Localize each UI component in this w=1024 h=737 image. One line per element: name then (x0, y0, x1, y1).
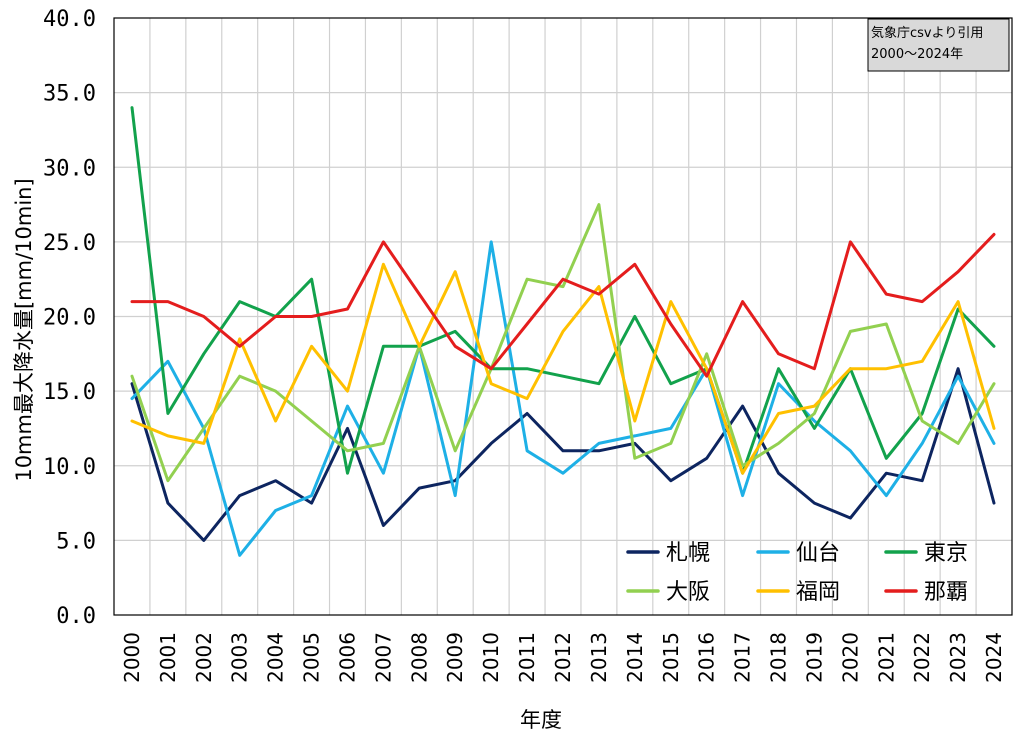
y-tick-label: 30.0 (43, 156, 96, 181)
x-tick-label: 2023 (946, 632, 970, 683)
source-note-line-1: 気象庁csvより引用 (871, 25, 983, 41)
series-line-札幌 (130, 367, 996, 542)
x-tick-label: 2007 (371, 632, 395, 683)
plot-area-border (113, 17, 1013, 616)
x-tick-label: 2009 (443, 632, 467, 683)
x-tick-label: 2013 (587, 632, 611, 683)
source-note: 気象庁csvより引用 2000〜2024年 (867, 18, 1010, 72)
x-tick-label: 2008 (407, 632, 431, 683)
legend-label: 仙台 (796, 541, 840, 566)
x-tick-label: 2004 (264, 632, 288, 683)
x-tick-label: 2021 (874, 632, 898, 683)
x-tick-label: 2015 (659, 632, 683, 683)
x-tick-label: 2005 (300, 632, 324, 683)
x-tick-label: 2014 (623, 632, 647, 683)
source-note-box (867, 18, 1010, 72)
series-line-大阪 (130, 203, 996, 483)
x-tick-label: 2000 (120, 632, 144, 683)
y-tick-label: 35.0 (43, 82, 96, 107)
x-tick-label: 2006 (335, 632, 359, 683)
y-tick-label: 20.0 (43, 306, 96, 331)
legend-label: 福岡 (796, 580, 840, 605)
x-tick-label: 2016 (695, 632, 719, 683)
x-tick-label: 2001 (156, 632, 180, 683)
x-tick-label: 2010 (479, 632, 503, 683)
x-tick-label: 2011 (515, 632, 539, 683)
x-tick-label: 2018 (767, 632, 791, 683)
y-axis-title: 10mm最大降水量[mm/10min] (12, 178, 36, 481)
x-axis-title: 年度 (520, 708, 562, 732)
x-tick-label: 2019 (802, 632, 826, 683)
x-tick-label: 2003 (228, 632, 252, 683)
y-tick-label: 5.0 (56, 529, 96, 554)
legend-label: 那覇 (924, 580, 968, 605)
x-tick-label: 2002 (192, 632, 216, 683)
series-line-福岡 (130, 262, 996, 475)
x-tick-label: 2022 (910, 632, 934, 683)
y-tick-label: 0.0 (56, 604, 96, 629)
source-note-line-2: 2000〜2024年 (871, 47, 963, 62)
series-lines (130, 106, 996, 557)
x-tick-label: 2017 (731, 632, 755, 683)
series-line-仙台 (130, 240, 996, 557)
y-tick-label: 40.0 (43, 7, 96, 32)
x-axis-tick-labels: 2000 2001 2002 2003 2004 2005 2006 2007 2008 2009… (120, 632, 1006, 683)
y-tick-label: 15.0 (43, 380, 96, 405)
y-axis-tick-labels: 0.0 5.0 10.0 15.0 20.0 25.0 30.0 35.0 40.0 (43, 7, 96, 629)
legend-label: 東京 (924, 541, 968, 566)
legend-label: 大阪 (666, 580, 710, 605)
x-tick-label: 2020 (838, 632, 862, 683)
series-line-那覇 (130, 232, 996, 378)
legend-label: 札幌 (666, 541, 710, 566)
y-tick-label: 10.0 (43, 455, 96, 480)
x-tick-label: 2012 (551, 632, 575, 683)
y-tick-label: 25.0 (43, 231, 96, 256)
x-tick-label: 2024 (982, 632, 1006, 683)
